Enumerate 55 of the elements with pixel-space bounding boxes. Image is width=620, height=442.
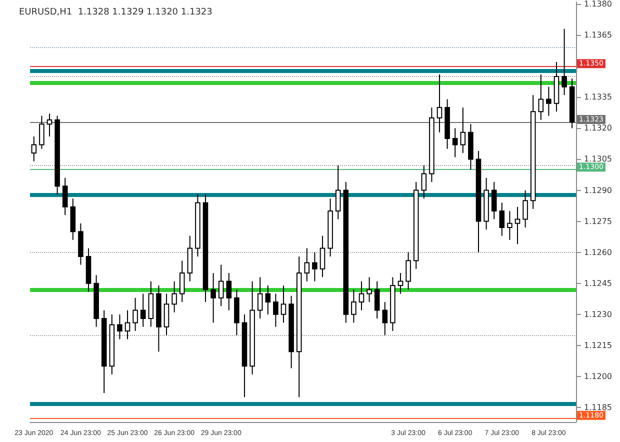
y-tick-label: 1.1215	[584, 340, 612, 350]
candlestick	[562, 28, 567, 96]
y-tick-label: 1.1305	[584, 154, 612, 164]
candlestick	[140, 293, 146, 328]
candlestick	[46, 113, 52, 137]
candlestick	[62, 177, 68, 216]
candlestick	[499, 202, 505, 236]
candlestick	[312, 252, 318, 282]
y-tick-label: 1.1200	[584, 372, 612, 381]
candlestick	[172, 280, 177, 313]
y-tick-label: 1.1380	[584, 0, 612, 9]
y-tick-label: 1.1365	[584, 30, 612, 40]
candlestick	[31, 136, 37, 162]
candlestick	[398, 272, 404, 294]
y-tick-label: 1.1260	[584, 248, 612, 257]
candlestick	[265, 284, 271, 315]
y-tick-label: 1.1245	[584, 278, 612, 288]
text: EURUSD,H1 1.1328 1.1329 1.1320 1.1323	[19, 8, 212, 18]
candlestick	[421, 164, 427, 200]
candlestick	[546, 86, 552, 116]
y-tick-label: 1.1335	[584, 92, 612, 102]
y-tick-label: 1.1230	[584, 310, 612, 319]
y-tick-label: 1.1275	[584, 216, 612, 226]
candlestick	[382, 302, 388, 336]
candlestick	[514, 206, 520, 245]
candlestick	[491, 182, 497, 220]
candlestick	[452, 128, 458, 158]
candlestick	[164, 293, 170, 336]
candlestick	[257, 276, 263, 320]
y-tick-label: 1.1185	[584, 403, 612, 412]
candlestick	[226, 272, 232, 311]
candlestick	[374, 280, 380, 320]
candlestick	[320, 235, 326, 278]
candlestick	[39, 115, 44, 150]
candlestick	[538, 74, 544, 120]
candlestick	[335, 164, 341, 220]
candlestick	[124, 310, 130, 340]
candlestick	[436, 74, 442, 133]
candlestick	[210, 272, 216, 324]
candlestick	[304, 248, 310, 282]
candlestick	[117, 314, 122, 340]
candlestick	[366, 276, 372, 302]
candlestick	[179, 260, 185, 302]
candlestick	[273, 293, 278, 328]
candlestick	[280, 284, 286, 324]
candlestick	[522, 190, 528, 228]
y-tick-label: 1.1290	[584, 186, 612, 195]
candlestick	[132, 297, 138, 332]
candlestick	[358, 280, 364, 311]
candlestick	[351, 289, 356, 324]
candlestick	[406, 252, 411, 290]
candlestick	[507, 210, 512, 240]
candlestick	[460, 107, 466, 154]
y-tick-label: 1.1320	[584, 124, 612, 133]
candlestick	[218, 264, 224, 307]
